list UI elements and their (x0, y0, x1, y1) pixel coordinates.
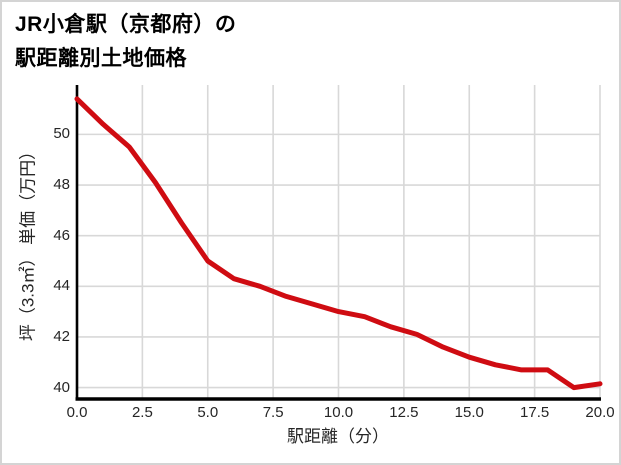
x-tick-label: 20.0 (585, 404, 615, 421)
x-tick-label: 5.0 (197, 404, 219, 421)
x-tick-label: 10.0 (323, 404, 354, 421)
y-tick-label: 42 (53, 327, 70, 345)
chart-title-line1: JR小倉駅（京都府）の (15, 13, 237, 36)
x-tick-label: 2.5 (131, 404, 153, 421)
x-tick-label: 17.5 (520, 404, 550, 421)
y-tick-label: 46 (53, 226, 70, 244)
x-tick-label: 15.0 (454, 404, 484, 421)
price-line (74, 96, 603, 391)
y-axis-label: 坪（3.3㎡） 単価（万円） (18, 142, 38, 342)
x-axis-label: 駅距離（分） (287, 427, 389, 446)
x-tick-label: 7.5 (262, 404, 284, 421)
y-tick-label: 50 (53, 125, 70, 143)
y-tick-label: 48 (53, 176, 70, 194)
y-tick-label: 40 (53, 378, 70, 396)
chart-title: JR小倉駅（京都府）の 駅距離別土地価格 (15, 8, 236, 76)
x-tick-label: 12.5 (389, 404, 419, 421)
x-tick-label: 0.0 (66, 404, 88, 421)
y-tick-label: 44 (53, 277, 70, 295)
chart-title-line2: 駅距離別土地価格 (15, 47, 187, 70)
